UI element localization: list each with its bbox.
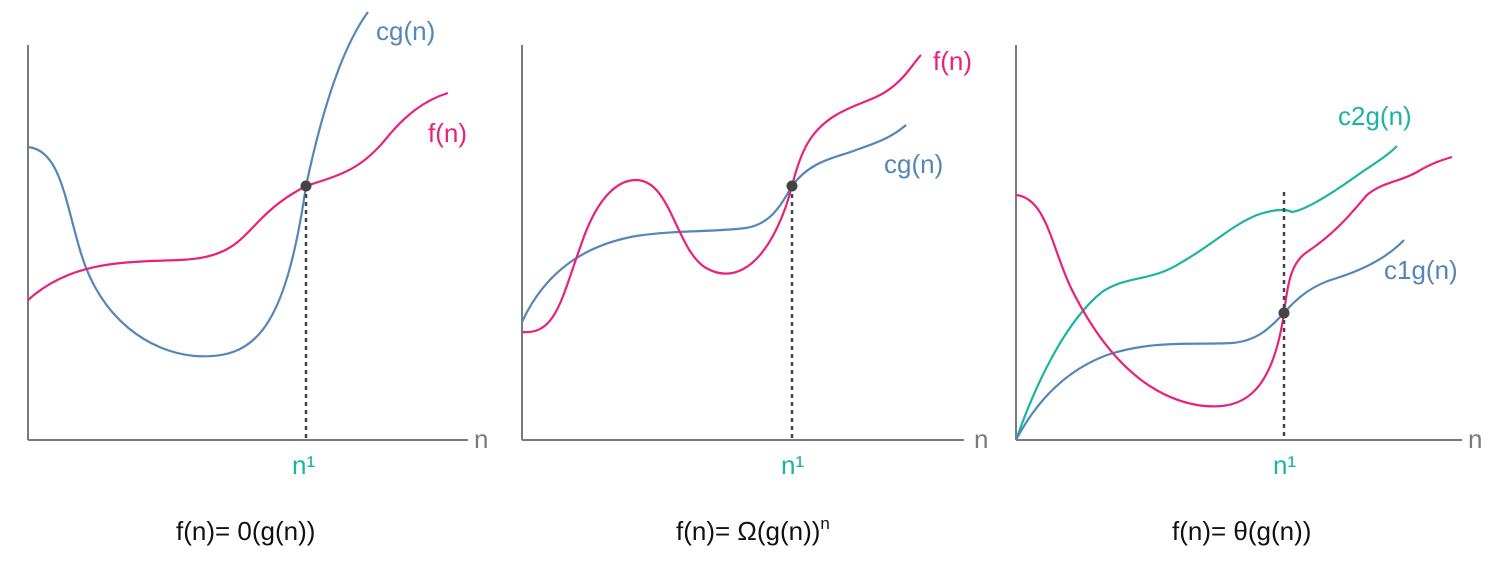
- caption-big-omega: f(n)= Ω(g(n))n: [676, 514, 830, 546]
- x-axis-label: n: [974, 424, 988, 454]
- intersection-point: [300, 180, 312, 192]
- caption-big-o: f(n)= 0(g(n)): [176, 516, 315, 546]
- n1-label: n¹: [781, 450, 804, 480]
- c1g-label: c1g(n): [1384, 255, 1458, 285]
- caption-superscript: n: [820, 514, 829, 533]
- panel-big-omega: f(n) cg(n) n n¹ f(n)= Ω(g(n))n: [496, 0, 996, 578]
- big-o-graph: cg(n) f(n) n n¹ f(n)= 0(g(n)): [27, 11, 488, 546]
- n1-label: n¹: [1273, 450, 1296, 480]
- big-omega-graph: f(n) cg(n) n n¹ f(n)= Ω(g(n))n: [521, 45, 988, 546]
- cg-label: cg(n): [376, 16, 435, 46]
- f-label: f(n): [428, 118, 467, 148]
- f-curve: [27, 91, 449, 301]
- caption-main: f(n)= Ω(g(n)): [676, 516, 820, 546]
- cg-label: cg(n): [884, 149, 943, 179]
- x-axis-label: n: [1468, 424, 1482, 454]
- intersection-point: [786, 180, 798, 192]
- panel-big-o: cg(n) f(n) n n¹ f(n)= 0(g(n)): [0, 0, 500, 578]
- c1g-curve: [1015, 239, 1405, 441]
- big-theta-graph: c2g(n) c1g(n) n n¹ f(n)= θ(g(n)): [1014, 45, 1482, 546]
- n1-label: n¹: [292, 450, 315, 480]
- cg-curve: [27, 11, 369, 358]
- c2g-label: c2g(n): [1338, 101, 1412, 131]
- f-label: f(n): [933, 46, 972, 76]
- f-curve: [521, 54, 922, 334]
- caption-big-theta: f(n)= θ(g(n)): [1172, 516, 1311, 546]
- panel-big-theta: c2g(n) c1g(n) n n¹ f(n)= θ(g(n)): [992, 0, 1492, 578]
- x-axis-label: n: [474, 424, 488, 454]
- cg-curve: [521, 124, 907, 323]
- intersection-point: [1278, 307, 1290, 319]
- c2g-curve: [1014, 145, 1398, 441]
